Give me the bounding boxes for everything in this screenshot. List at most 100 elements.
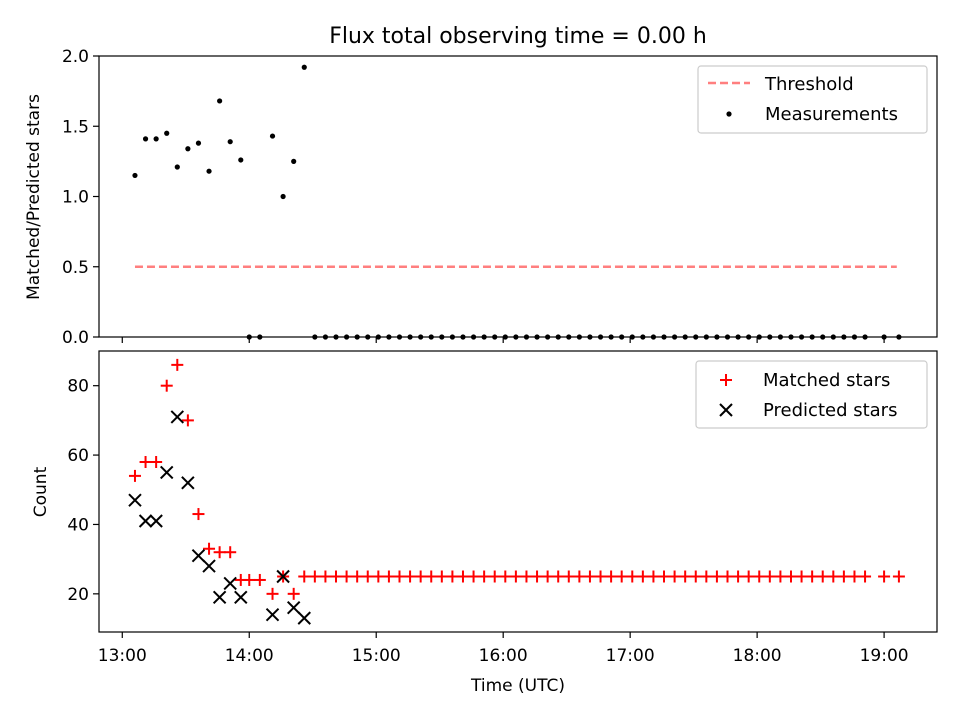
x-tick-label: 19:00	[860, 646, 909, 666]
matched-star-point	[552, 570, 565, 583]
matched-star-point	[594, 570, 607, 583]
matched-star-point	[298, 570, 311, 583]
matched-star-point	[774, 570, 787, 583]
y-tick-label: 0.5	[62, 258, 89, 278]
y-tick-label: 40	[67, 515, 89, 535]
matched-star-point	[361, 570, 374, 583]
predicted-star-point	[181, 476, 195, 490]
matched-star-point	[753, 570, 766, 583]
predicted-star-point	[128, 493, 142, 507]
matched-star-point	[668, 570, 681, 583]
matched-star-point	[467, 570, 480, 583]
y-tick-label: 60	[67, 446, 89, 466]
matched-star-point	[446, 570, 459, 583]
y-tick-label: 0.0	[62, 328, 89, 348]
matched-star-point	[308, 570, 321, 583]
matched-star-point	[784, 570, 797, 583]
predicted-star-point	[276, 569, 290, 584]
matched-star-point	[319, 570, 332, 583]
matched-star-point	[287, 587, 300, 600]
matched-star-point	[647, 570, 660, 583]
matched-star-point	[213, 546, 226, 559]
matched-star-point	[139, 456, 152, 469]
x-tick-label: 13:00	[98, 646, 147, 666]
matched-star-point	[351, 570, 364, 583]
predicted-star-point	[149, 514, 163, 528]
matched-star-point	[700, 570, 713, 583]
predicted-star-point	[170, 410, 185, 424]
matched-star-point	[763, 570, 776, 583]
matched-star-point	[478, 570, 491, 583]
predicted-star-point	[212, 590, 227, 605]
measurement-point	[280, 193, 286, 200]
top-y-axis-label: Matched/Predicted stars	[24, 94, 44, 300]
predicted-star-point	[286, 601, 301, 615]
x-tick-label: 16:00	[479, 646, 528, 666]
matched-star-point	[520, 570, 533, 583]
x-axis-label: Time (UTC)	[470, 676, 565, 696]
matched-star-point	[859, 570, 872, 583]
top-x-axis	[121, 337, 885, 343]
bottom-y-axis-label: Count	[31, 466, 51, 517]
matched-star-point	[171, 358, 184, 371]
matched-star-point	[742, 570, 755, 583]
predicted-star-point	[202, 559, 216, 573]
matched-star-point	[266, 587, 279, 600]
predicted-star-point	[223, 576, 237, 591]
x-tick-label: 14:00	[225, 646, 274, 666]
measurement-point	[269, 133, 276, 139]
top-plot-area	[132, 64, 902, 340]
y-tick-label: 20	[67, 585, 89, 605]
matched-star-point	[732, 570, 745, 583]
matched-star-point	[499, 570, 512, 583]
measurement-point	[185, 146, 191, 152]
measurement-point	[164, 130, 170, 136]
predicted-star-point	[191, 548, 206, 563]
matched-star-point	[203, 542, 216, 555]
legend-predicted-label: Predicted stars	[763, 400, 897, 421]
matched-star-point	[679, 570, 692, 583]
bottom-plot-area	[128, 358, 905, 625]
legend-matched-label: Matched stars	[763, 370, 890, 391]
legend-predicted-marker	[719, 403, 733, 417]
predicted-star-point	[138, 514, 153, 528]
measurement-point	[301, 64, 307, 70]
figure-title: Flux total observing time = 0.00 h	[329, 24, 707, 49]
matched-star-point	[583, 570, 596, 583]
measurement-point	[153, 136, 159, 142]
x-tick-label: 15:00	[352, 646, 401, 666]
matched-star-point	[435, 570, 448, 583]
matched-star-point	[192, 508, 205, 521]
y-tick-label: 80	[67, 377, 89, 397]
measurement-point	[238, 157, 244, 163]
bottom-x-axis: 13:00 14:00 15:00 16:00 17:00 18:00 19:00	[98, 632, 909, 666]
matched-star-point	[710, 570, 723, 583]
matched-star-point	[253, 573, 266, 586]
matched-star-point	[382, 570, 395, 583]
matched-star-point	[827, 570, 840, 583]
matched-star-point	[393, 570, 406, 583]
x-tick-label: 17:00	[606, 646, 655, 666]
predicted-star-point	[265, 607, 280, 622]
measurement-point	[195, 140, 202, 146]
measurement-point	[132, 172, 138, 179]
legend-measurements-label: Measurements	[765, 104, 898, 125]
measurement-point	[174, 164, 180, 170]
matched-star-point	[372, 570, 385, 583]
matched-star-point	[689, 570, 702, 583]
bottom-legend-frame	[695, 360, 928, 429]
bottom-legend: Matched stars Predicted stars	[695, 360, 928, 429]
y-tick-label: 1.5	[62, 117, 89, 137]
matched-star-point	[562, 570, 575, 583]
matched-star-point	[795, 570, 808, 583]
matched-star-point	[128, 469, 141, 482]
matched-star-point	[658, 570, 671, 583]
matched-star-point	[509, 570, 522, 583]
matched-star-point	[340, 570, 353, 583]
matched-star-point	[626, 570, 639, 583]
matched-star-point	[878, 570, 891, 583]
measurement-point	[206, 168, 212, 174]
matched-star-point	[330, 570, 343, 583]
